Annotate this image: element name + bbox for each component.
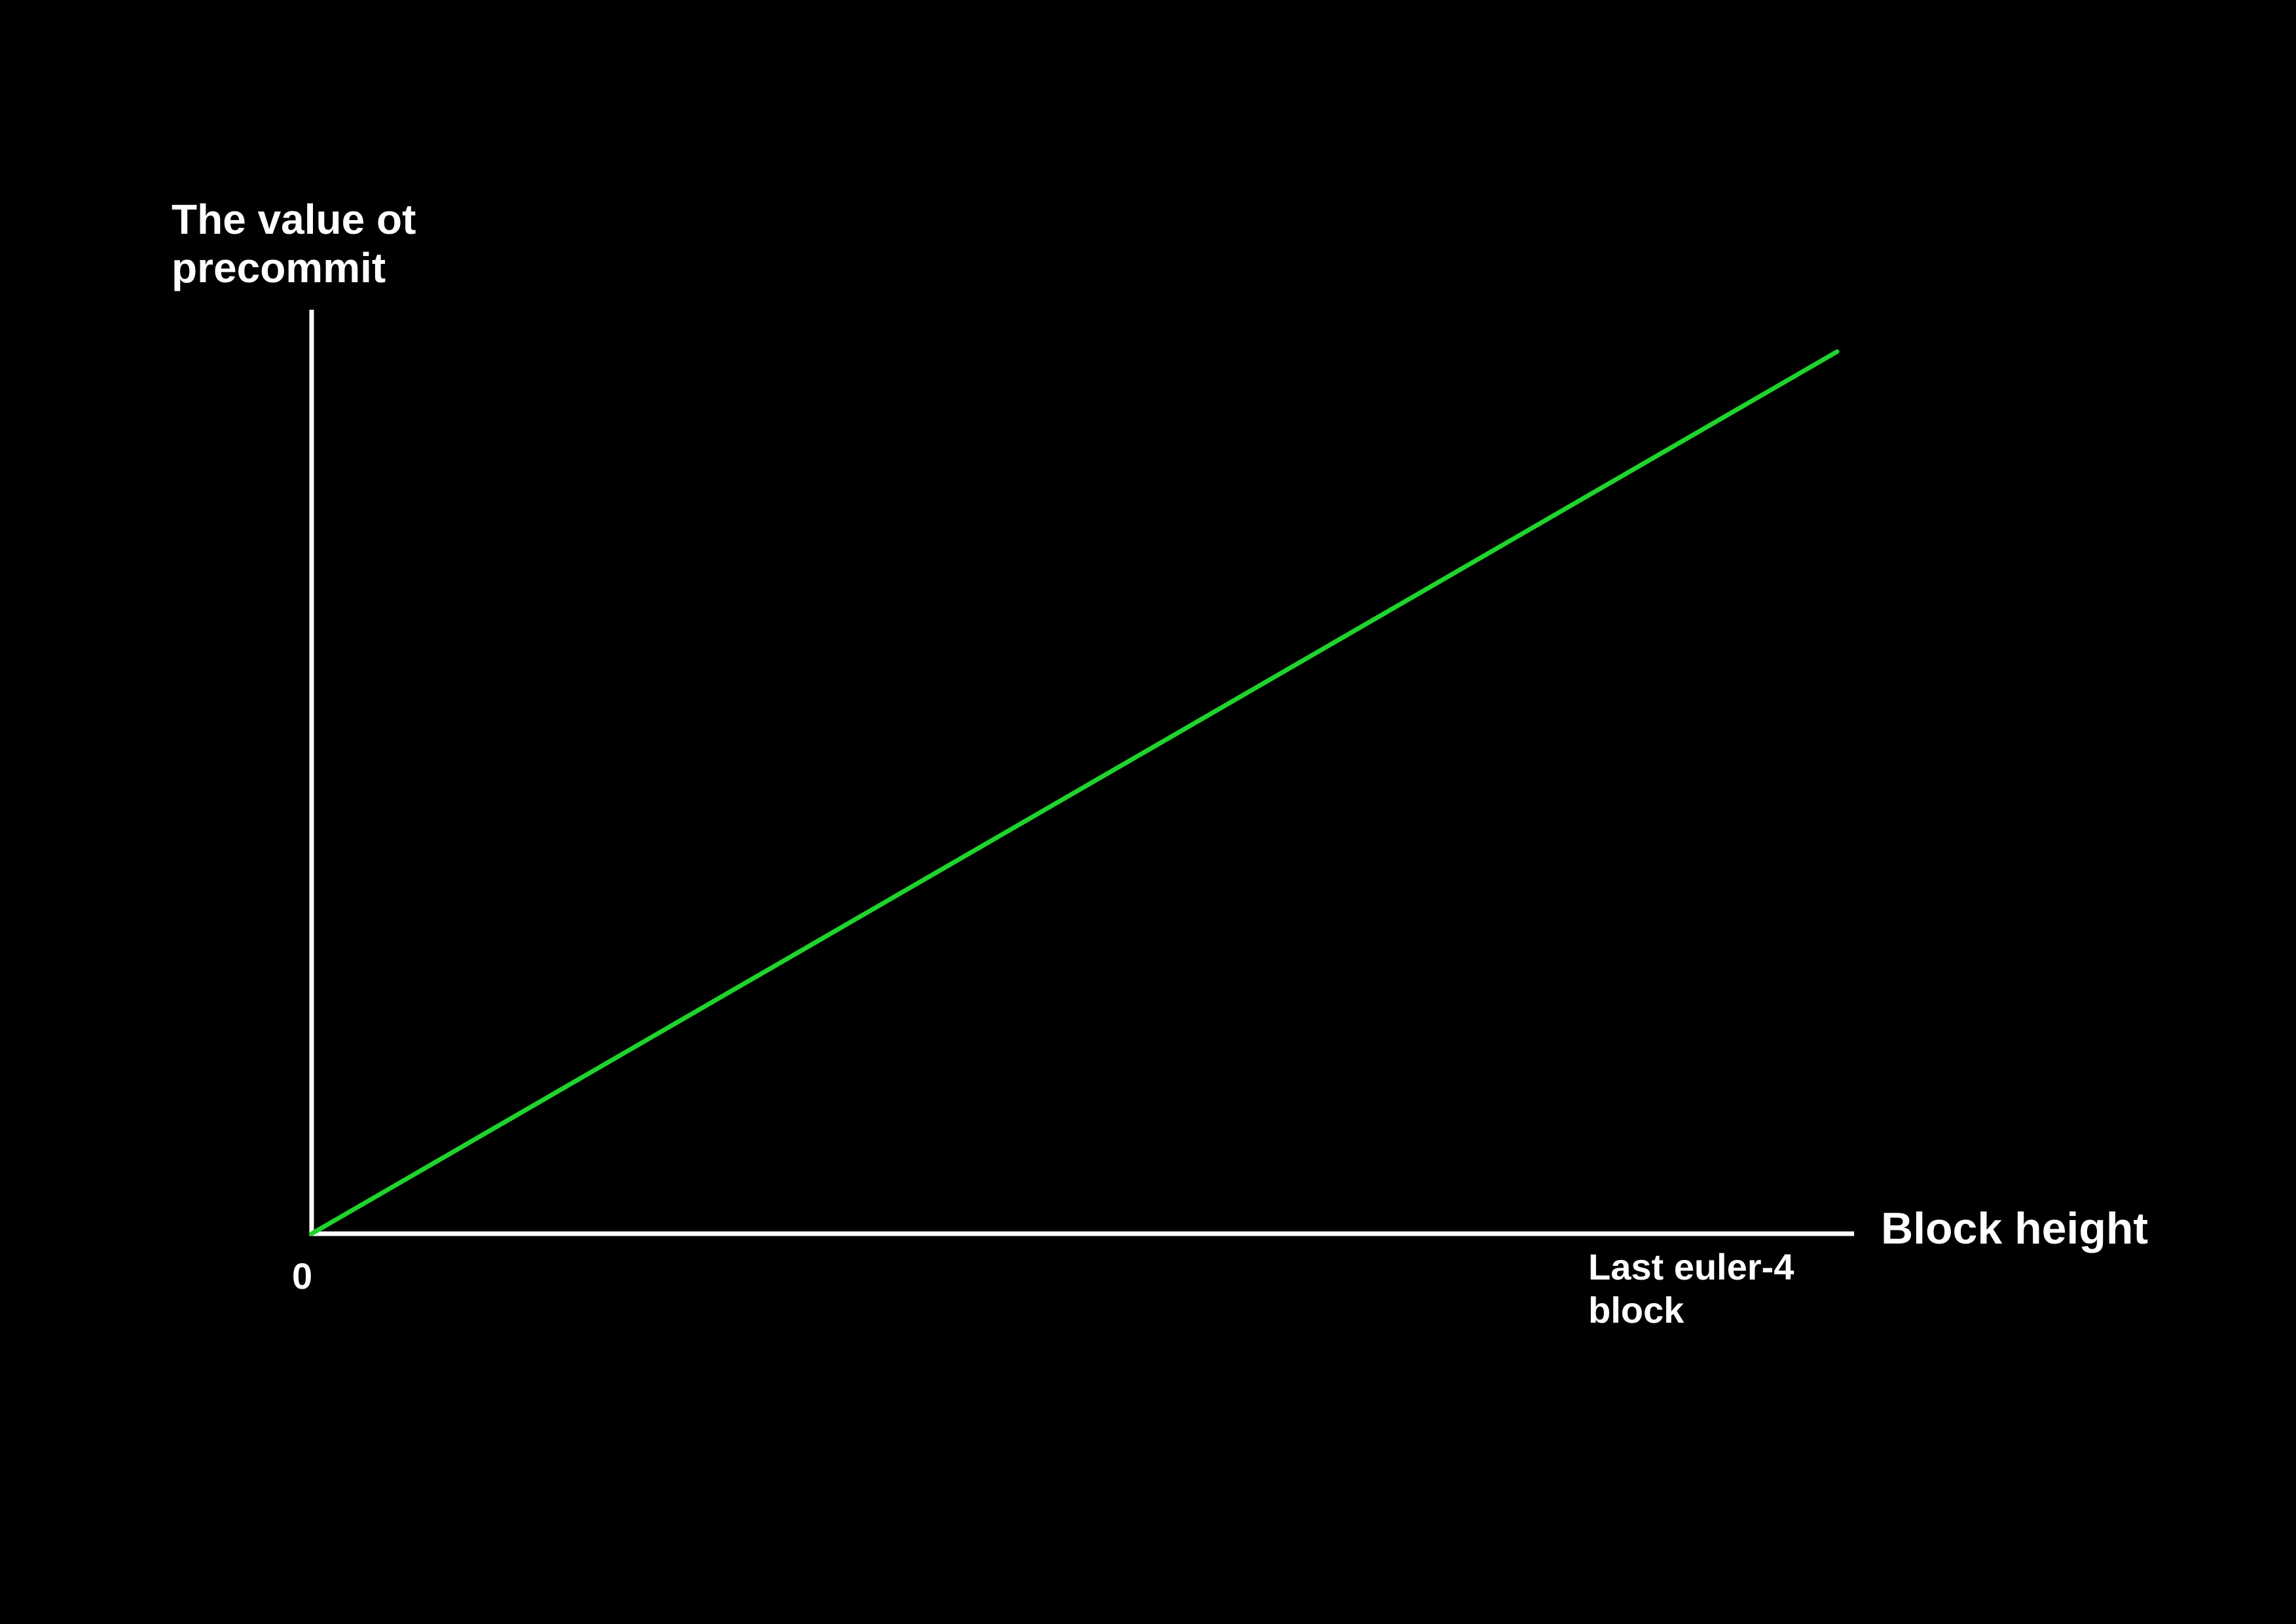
series-line-1 <box>309 349 1840 1236</box>
y-axis-label-line-2: precommit <box>172 244 386 291</box>
x-tick-label-0-line-1: 0 <box>292 1255 312 1297</box>
x-tick-label-1-line-1: Last euler-4 <box>1588 1246 1794 1287</box>
x-tick-label-0: 0 <box>292 1255 312 1297</box>
x-tick-label-1-line-2: block <box>1588 1289 1685 1331</box>
y-axis-label-line-1: The value ot <box>172 196 416 243</box>
x-tick-label-1: Last euler-4 block <box>1588 1246 1804 1331</box>
series-layer <box>309 349 1840 1236</box>
y-axis-label: The value ot precommit <box>172 196 428 291</box>
x-axis-label: Block height <box>1881 1204 2148 1253</box>
